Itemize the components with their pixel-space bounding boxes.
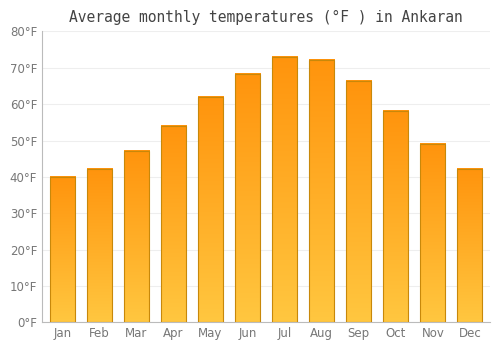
Bar xyxy=(198,97,223,322)
Bar xyxy=(420,144,446,322)
Bar xyxy=(87,169,112,322)
Bar xyxy=(235,75,260,322)
Bar xyxy=(161,126,186,322)
Bar xyxy=(272,57,297,322)
Bar xyxy=(383,111,408,322)
Bar xyxy=(50,176,75,322)
Bar xyxy=(309,60,334,322)
Title: Average monthly temperatures (°F ) in Ankaran: Average monthly temperatures (°F ) in An… xyxy=(69,10,463,25)
Bar xyxy=(458,169,482,322)
Bar xyxy=(346,80,372,322)
Bar xyxy=(124,151,149,322)
